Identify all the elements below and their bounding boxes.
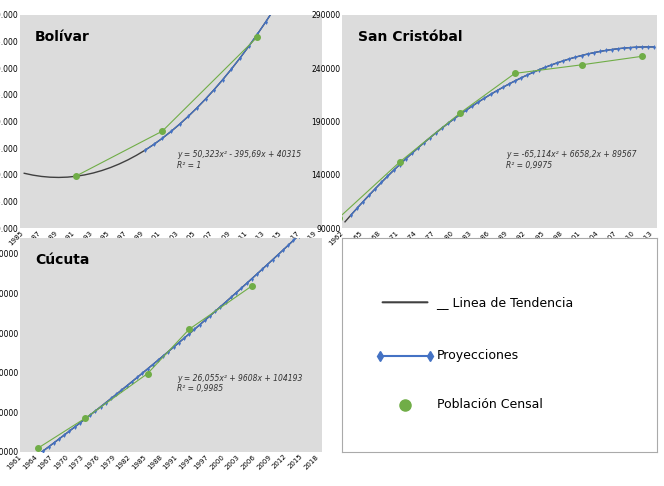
Text: y = -65,114x² + 6658,2x + 89567
R² = 0,9975: y = -65,114x² + 6658,2x + 89567 R² = 0,9…: [506, 150, 637, 170]
Text: y = 50,323x² - 395,69x + 40315
R² = 1: y = 50,323x² - 395,69x + 40315 R² = 1: [177, 150, 301, 170]
Text: __ Linea de Tendencia: __ Linea de Tendencia: [437, 296, 574, 309]
Text: Población Censal: Población Censal: [437, 399, 542, 412]
Text: San Cristóbal: San Cristóbal: [358, 30, 462, 44]
Text: y = 26,055x² + 9608x + 104193
R² = 0,9985: y = 26,055x² + 9608x + 104193 R² = 0,998…: [177, 374, 302, 393]
Legend: Proyecciones, Población Censal, Polinómica (Población Censal): Proyecciones, Población Censal, Polinómi…: [72, 301, 270, 311]
Legend: Proyecciones, Población Censal, Polinómica (Población Censal): Proyecciones, Población Censal, Polinómi…: [400, 301, 599, 311]
Text: Bolívar: Bolívar: [35, 30, 90, 44]
Text: Cúcuta: Cúcuta: [35, 253, 90, 267]
Text: Proyecciones: Proyecciones: [437, 349, 519, 362]
